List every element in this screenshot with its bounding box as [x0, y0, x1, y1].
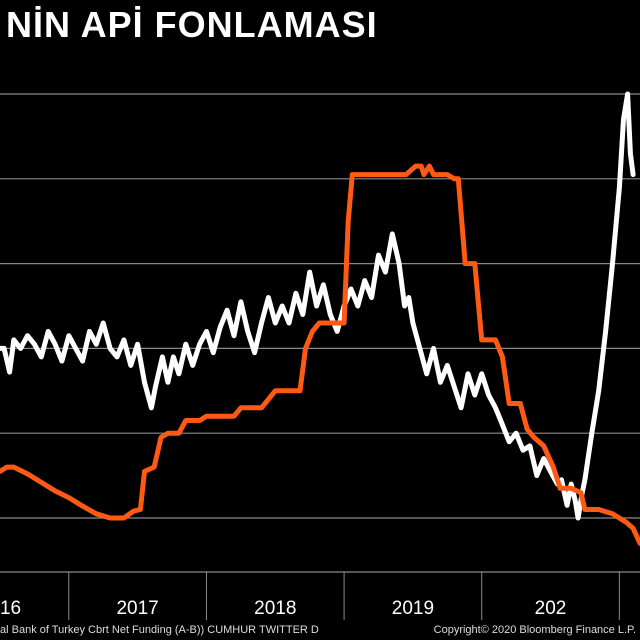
copyright-note: Copyright© 2020 Bloomberg Finance L.P. — [433, 624, 636, 636]
series-line-white — [0, 91, 636, 521]
footer: al Bank of Turkey Cbrt Net Funding (A-B)… — [0, 622, 640, 640]
series-line-orange — [0, 163, 640, 546]
x-tick-label: 202 — [535, 598, 567, 619]
chart-title: NİN APİ FONLAMASI — [6, 4, 378, 45]
x-tick-label: 2018 — [254, 598, 296, 619]
source-note: al Bank of Turkey Cbrt Net Funding (A-B)… — [0, 624, 319, 636]
x-tick-label: 2016 — [0, 598, 21, 619]
x-tick-label: 2017 — [116, 598, 158, 619]
x-tick-label: 2019 — [392, 598, 434, 619]
